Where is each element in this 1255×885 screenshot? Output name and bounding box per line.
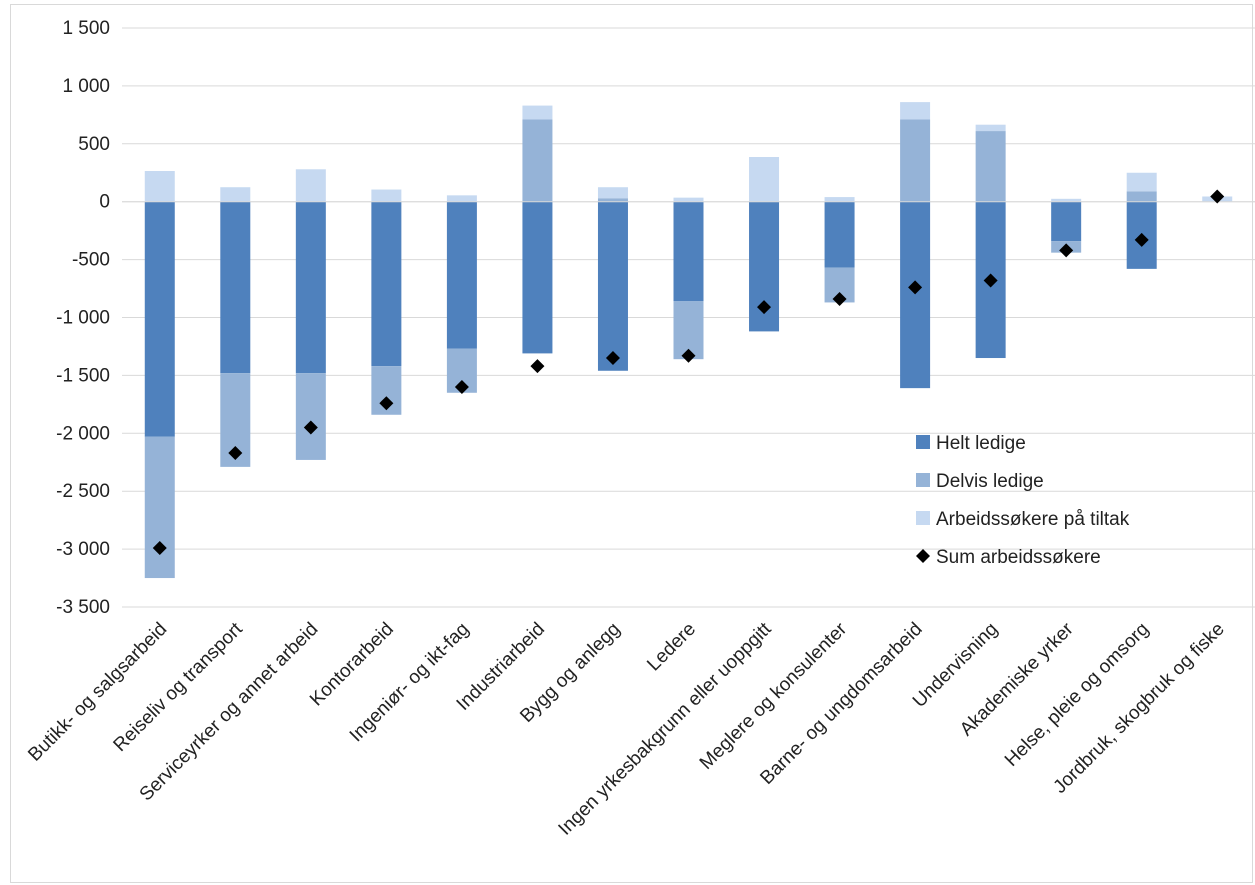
y-tick-label: -1 500 — [56, 365, 110, 386]
x-category-label: Butikk- og salgsarbeid — [24, 619, 171, 766]
sum-marker — [228, 445, 243, 460]
bar-arbeidss-kere-p-tiltak — [446, 195, 477, 202]
y-axis-labels: 1 500 1 000 500 0 -500 -1 000 -1 500 -2 000 -2 5… — [56, 18, 110, 618]
sum-marker — [983, 273, 998, 288]
bar-delvis-ledige — [1126, 191, 1157, 202]
y-tick-label: -3 500 — [56, 597, 110, 618]
sum-marker — [757, 300, 772, 315]
sum-marker — [152, 540, 167, 555]
bar-arbeidss-kere-p-tiltak — [1126, 172, 1157, 192]
bar-arbeidss-kere-p-tiltak — [673, 197, 704, 202]
chart-frame — [10, 4, 1253, 883]
y-tick-label: 500 — [78, 134, 110, 155]
bar-helt-ledige — [144, 201, 175, 437]
y-tick-label: 1 000 — [62, 76, 110, 97]
bar-delvis-ledige — [295, 373, 326, 460]
y-tick-label: -3 000 — [56, 539, 110, 560]
x-category-label: Barne- og ungdomsarbeid — [756, 619, 926, 789]
bar-helt-ledige — [522, 201, 553, 354]
bar-series — [122, 102, 1255, 579]
bar-delvis-ledige — [522, 119, 553, 202]
bar-arbeidss-kere-p-tiltak — [749, 157, 780, 202]
sum-marker — [1210, 189, 1225, 204]
sum-marker — [605, 351, 620, 366]
bar-arbeidss-kere-p-tiltak — [522, 105, 553, 120]
bar-helt-ledige — [673, 201, 704, 302]
bar-arbeidss-kere-p-tiltak — [975, 124, 1006, 132]
sum-marker — [681, 348, 696, 363]
sum-marker — [1059, 243, 1074, 258]
y-tick-label: -500 — [72, 250, 110, 271]
legend: Helt ledige Delvis ledige Arbeidssøkere på… — [916, 433, 1130, 568]
bar-delvis-ledige — [975, 131, 1006, 202]
bar-delvis-ledige — [144, 436, 175, 579]
x-category-label: Helse, pleie og omsorg — [1001, 619, 1153, 771]
bar-arbeidss-kere-p-tiltak — [144, 171, 175, 202]
legend-swatch — [916, 435, 930, 449]
bar-helt-ledige — [446, 201, 477, 349]
bar-delvis-ledige — [900, 119, 931, 202]
x-category-label: Ledere — [643, 619, 700, 676]
y-tick-label: -1 000 — [56, 308, 110, 329]
bar-arbeidss-kere-p-tiltak — [295, 169, 326, 202]
sum-marker — [530, 359, 545, 374]
bar-helt-ledige — [900, 201, 931, 389]
y-tick-label: 1 500 — [62, 18, 110, 39]
sum-marker — [1134, 232, 1149, 247]
sum-marker — [379, 396, 394, 411]
bar-helt-ledige — [1051, 201, 1082, 242]
bar-arbeidss-kere-p-tiltak — [597, 187, 628, 199]
bar-arbeidss-kere-p-tiltak — [220, 187, 251, 202]
legend-swatch — [916, 549, 930, 563]
bar-helt-ledige — [371, 201, 402, 367]
sum-markers — [152, 189, 1225, 555]
legend-swatch — [916, 473, 930, 487]
bar-helt-ledige — [824, 201, 855, 268]
legend-label: Delvis ledige — [936, 471, 1044, 492]
bar-delvis-ledige — [597, 198, 628, 202]
x-category-label: Meglere og konsulenter — [696, 618, 852, 774]
y-tick-label: 0 — [99, 192, 110, 213]
legend-label: Helt ledige — [936, 433, 1026, 454]
legend-label: Sum arbeidssøkere — [936, 547, 1101, 568]
bar-arbeidss-kere-p-tiltak — [824, 197, 855, 202]
sum-marker — [908, 280, 923, 295]
x-category-label: Reiseliv og transport — [110, 618, 248, 756]
y-tick-label: -2 500 — [56, 481, 110, 502]
bar-arbeidss-kere-p-tiltak — [371, 189, 402, 202]
bar-arbeidss-kere-p-tiltak — [900, 102, 931, 120]
legend-label: Arbeidssøkere på tiltak — [936, 509, 1130, 530]
bar-helt-ledige — [597, 201, 628, 371]
bar-arbeidss-kere-p-tiltak — [1051, 198, 1082, 202]
y-tick-label: -2 000 — [56, 423, 110, 444]
legend-swatch — [916, 511, 930, 525]
bar-helt-ledige — [220, 201, 251, 374]
bar-helt-ledige — [295, 201, 326, 374]
sum-marker — [303, 420, 318, 435]
sum-marker — [832, 291, 847, 306]
sum-marker — [454, 379, 469, 394]
